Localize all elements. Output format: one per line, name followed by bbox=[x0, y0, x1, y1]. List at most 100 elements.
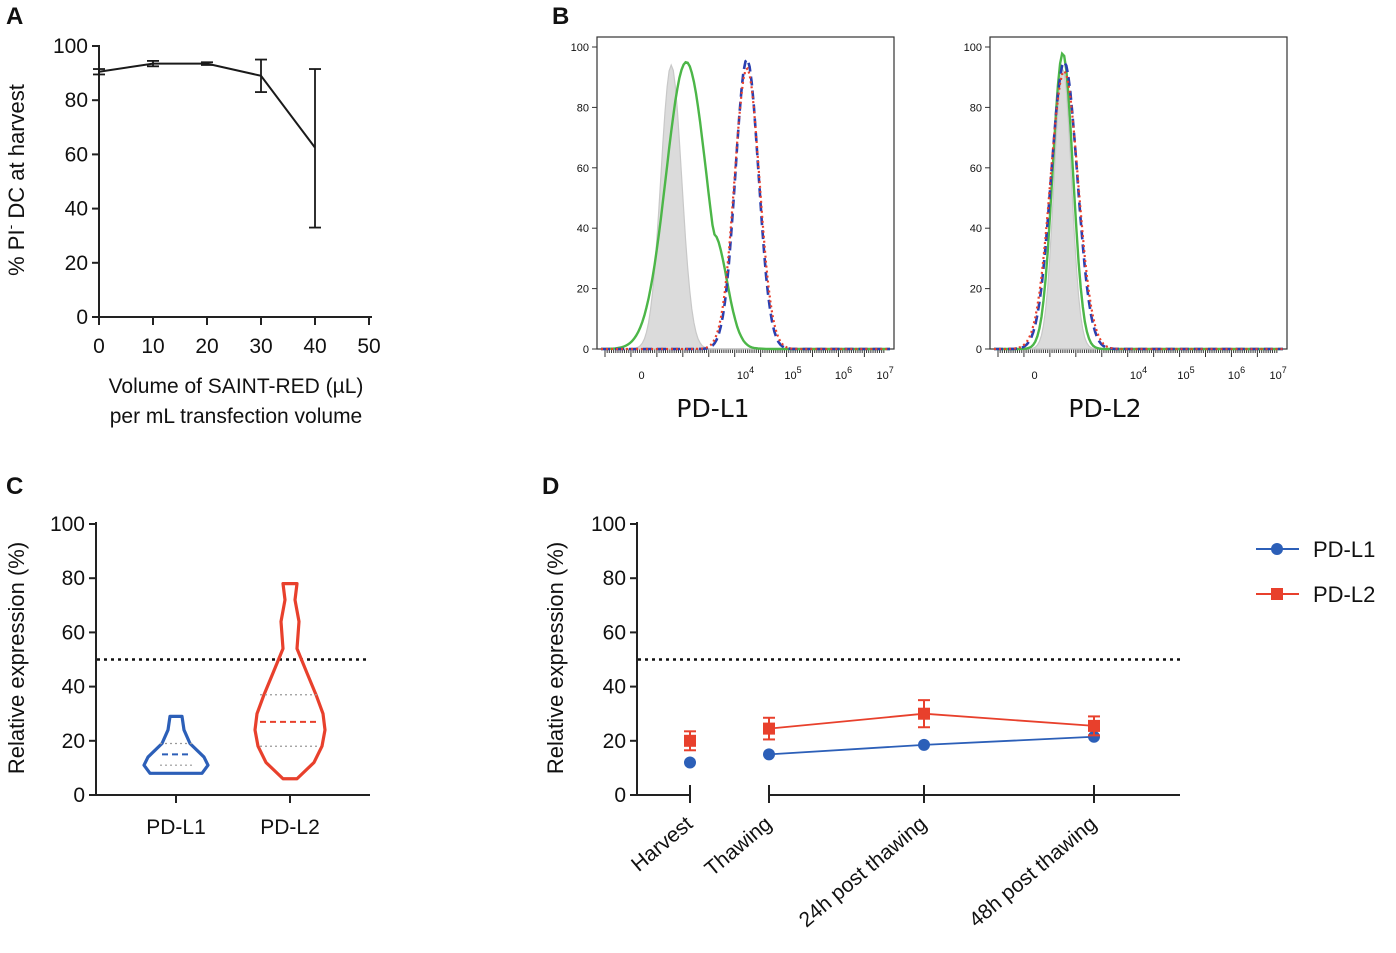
a-y-tick-label: 80 bbox=[65, 89, 88, 112]
a-y-tick-label: 0 bbox=[76, 306, 88, 329]
a-x-tick-label: 20 bbox=[195, 335, 218, 358]
legend-label: PD-L1 bbox=[1313, 537, 1375, 562]
d-line-pd-l1 bbox=[768, 735, 1095, 756]
d-point-pd-l2 bbox=[684, 734, 696, 747]
c-x-tick-label: PD-L2 bbox=[260, 816, 320, 839]
hist-x-tick-label: 105 bbox=[784, 365, 801, 382]
hist-x-tick-base: 10 bbox=[1130, 370, 1142, 382]
hist-y-tick-label: 40 bbox=[577, 223, 589, 235]
hist-x-tick-label: 107 bbox=[876, 365, 893, 382]
panel-label-c: C bbox=[6, 473, 23, 500]
hist-frame bbox=[989, 36, 1288, 350]
hist-curve-blue-dashed bbox=[994, 59, 1283, 351]
hist-y-tick-label: 60 bbox=[577, 163, 589, 175]
hist-y-tick-label: 40 bbox=[970, 223, 982, 235]
hist-curve-blue-dashed bbox=[601, 57, 890, 351]
d-y-tick-label: 0 bbox=[614, 784, 626, 807]
a-x-tick-label: 40 bbox=[303, 335, 326, 358]
c-y-axis-title: Relative expression (%) bbox=[4, 542, 29, 774]
a-y-axis-title: % PI- DC at harvest bbox=[2, 84, 29, 276]
d-y-tick-label: 40 bbox=[603, 676, 626, 699]
hist-x-tick-sup: 6 bbox=[847, 365, 852, 375]
a-x-tick-label: 0 bbox=[93, 335, 105, 358]
d-point-pd-l2 bbox=[918, 707, 930, 720]
hist-x-tick-base: 0 bbox=[638, 370, 644, 382]
hist-x-tick-base: 10 bbox=[876, 370, 888, 382]
d-y-tick-label: 100 bbox=[591, 513, 626, 536]
d-x-tick-label: Thawing bbox=[701, 812, 777, 881]
hist-y-tick-label: 100 bbox=[571, 42, 589, 54]
d-y-tick-label: 80 bbox=[603, 567, 626, 590]
hist-curve-stained bbox=[994, 51, 1283, 351]
a-series-line bbox=[98, 62, 316, 149]
d-legend: PD-L1 PD-L2 bbox=[1256, 537, 1375, 607]
c-violin-pd-l1 bbox=[142, 714, 210, 775]
d-point-pd-l2 bbox=[763, 722, 775, 735]
panel-label-b: B bbox=[552, 3, 569, 30]
hist-y-tick-label: 20 bbox=[970, 284, 982, 296]
hist-x-tick-base: 10 bbox=[737, 370, 749, 382]
a-x-tick-label: 30 bbox=[249, 335, 272, 358]
hist-x-tick-base: 10 bbox=[1228, 370, 1240, 382]
d-point-pd-l1 bbox=[918, 738, 930, 751]
d-y-tick-label: 60 bbox=[603, 621, 626, 644]
panel-a-chart: 0 20 40 60 80 100 0 10 20 30 40 50 % PI- DC at har… bbox=[2, 35, 381, 428]
hist-y-tick-label: 100 bbox=[964, 42, 982, 54]
hist-curve-stained bbox=[600, 60, 890, 351]
d-point-pd-l2 bbox=[1088, 719, 1100, 732]
hist-y-tick-label: 80 bbox=[970, 102, 982, 114]
hist-x-tick-sup: 5 bbox=[1190, 365, 1195, 375]
legend-marker-pd-l2 bbox=[1271, 588, 1283, 600]
b-pd-l2-title: PD-L2 bbox=[1068, 394, 1141, 423]
hist-x-tick-label: 106 bbox=[835, 365, 852, 382]
legend-marker-pd-l1 bbox=[1271, 543, 1283, 555]
panel-label-d: D bbox=[542, 473, 559, 500]
c-violin-pd-l2 bbox=[253, 582, 327, 781]
a-x-axis-title-line1: Volume of SAINT-RED (µL) bbox=[109, 375, 364, 398]
c-y-tick-label: 0 bbox=[73, 784, 85, 807]
d-line-pd-l2 bbox=[768, 712, 1095, 730]
d-point-pd-l1 bbox=[763, 748, 775, 761]
hist-y-tick-label: 0 bbox=[976, 344, 982, 356]
hist-x-tick-label: 0 bbox=[1031, 370, 1037, 382]
hist-x-tick-label: 105 bbox=[1177, 365, 1194, 382]
c-y-tick-label: 20 bbox=[62, 730, 85, 753]
hist-y-tick-label: 60 bbox=[970, 163, 982, 175]
c-y-tick-label: 100 bbox=[50, 513, 85, 536]
d-y-tick-label: 20 bbox=[603, 730, 626, 753]
hist-x-tick-label: 104 bbox=[1130, 365, 1147, 382]
d-x-tick-label: Harvest bbox=[627, 812, 697, 876]
hist-frame bbox=[596, 36, 895, 350]
hist-x-tick-base: 10 bbox=[835, 370, 847, 382]
a-x-tick-label: 50 bbox=[357, 335, 380, 358]
c-y-tick-label: 40 bbox=[62, 676, 85, 699]
hist-x-tick-base: 10 bbox=[784, 370, 796, 382]
hist-y-tick-label: 0 bbox=[583, 344, 589, 356]
c-y-tick-label: 60 bbox=[62, 621, 85, 644]
panel-d-line: 0 20 40 60 80 100 Harvest Thawing 24h post thaw… bbox=[543, 513, 1375, 932]
hist-x-tick-sup: 4 bbox=[749, 365, 754, 375]
hist-curve-red-dotted bbox=[994, 69, 1283, 351]
a-x-axis-title-line2: per mL transfection volume bbox=[110, 405, 363, 428]
d-x-tick-label: 48h post thawing bbox=[965, 812, 1101, 932]
panel-label-a: A bbox=[6, 3, 23, 30]
panel-c-violin: 0 20 40 60 80 100 PD-L1 PD-L2 Relative express… bbox=[4, 513, 370, 839]
hist-x-tick-sup: 7 bbox=[889, 365, 894, 375]
hist-curve-red-dotted bbox=[601, 66, 890, 351]
hist-x-tick-label: 0 bbox=[638, 370, 644, 382]
hist-x-tick-base: 10 bbox=[1269, 370, 1281, 382]
b-pd-l1-title: PD-L1 bbox=[676, 394, 749, 423]
hist-x-tick-sup: 7 bbox=[1282, 365, 1287, 375]
hist-y-tick-label: 20 bbox=[577, 284, 589, 296]
hist-x-tick-label: 106 bbox=[1228, 365, 1245, 382]
a-y-tick-label: 60 bbox=[65, 143, 88, 166]
hist-x-tick-base: 10 bbox=[1177, 370, 1189, 382]
hist-x-tick-label: 107 bbox=[1269, 365, 1286, 382]
d-point-pd-l1 bbox=[1088, 730, 1100, 743]
hist-x-tick-sup: 6 bbox=[1240, 365, 1245, 375]
d-point-pd-l1 bbox=[684, 756, 696, 769]
d-y-axis-title: Relative expression (%) bbox=[543, 542, 568, 774]
